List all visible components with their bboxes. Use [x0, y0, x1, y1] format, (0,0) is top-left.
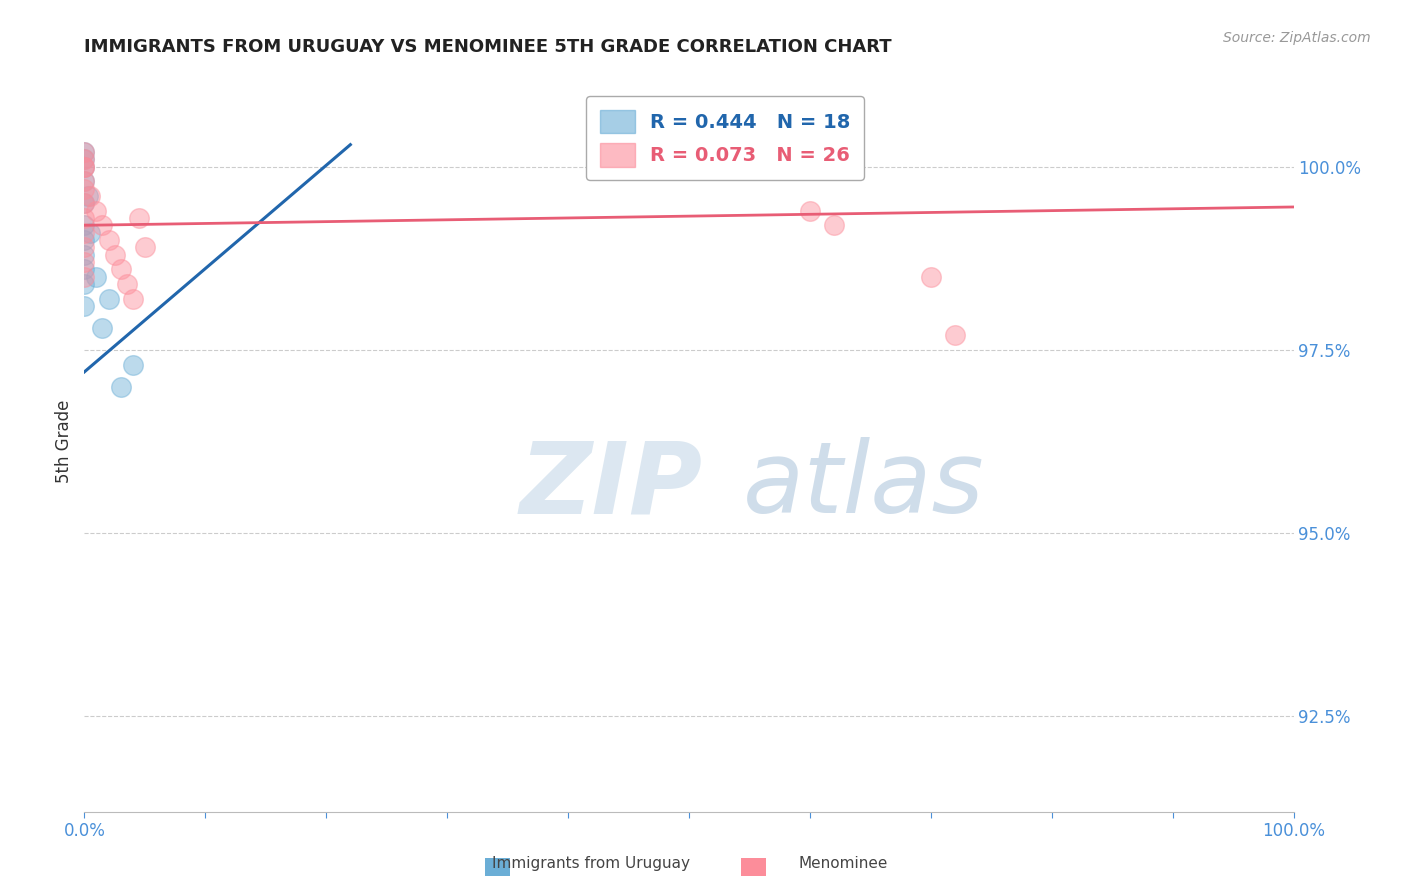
Point: [79, 226, 101, 240]
Point: [77, 189, 100, 203]
Point: [73, 145, 96, 159]
Point: [73, 174, 96, 188]
Point: [799, 203, 821, 218]
Point: [73, 181, 96, 195]
Point: [110, 379, 132, 393]
Point: [73, 233, 96, 247]
Point: [73, 262, 96, 277]
Text: ZIP: ZIP: [520, 437, 703, 534]
Point: [73, 174, 96, 188]
Point: [91, 219, 114, 233]
Point: [121, 358, 143, 372]
Point: [97, 292, 120, 306]
Point: [73, 299, 96, 313]
Y-axis label: 5th Grade: 5th Grade: [55, 400, 73, 483]
Text: Source: ZipAtlas.com: Source: ZipAtlas.com: [1223, 31, 1371, 45]
Point: [73, 240, 96, 254]
Point: [73, 269, 96, 284]
Point: [73, 277, 96, 291]
Point: [134, 240, 156, 254]
Point: [86, 269, 108, 284]
Point: [920, 269, 942, 284]
Point: [86, 203, 108, 218]
Point: [110, 262, 132, 277]
Point: [73, 219, 96, 233]
Point: [115, 277, 138, 291]
Point: [73, 226, 96, 240]
Point: [73, 247, 96, 261]
Point: [73, 153, 96, 167]
Point: [91, 321, 114, 335]
Point: [73, 160, 96, 174]
Point: [73, 255, 96, 269]
Text: Immigrants from Uruguay: Immigrants from Uruguay: [492, 856, 689, 871]
Point: [73, 160, 96, 174]
Point: [73, 196, 96, 211]
Point: [121, 292, 143, 306]
Text: Menominee: Menominee: [799, 856, 889, 871]
Point: [79, 189, 101, 203]
Point: [128, 211, 150, 225]
Text: IMMIGRANTS FROM URUGUAY VS MENOMINEE 5TH GRADE CORRELATION CHART: IMMIGRANTS FROM URUGUAY VS MENOMINEE 5TH…: [84, 38, 891, 56]
Text: atlas: atlas: [744, 437, 986, 534]
Point: [104, 247, 127, 261]
Point: [823, 219, 845, 233]
Legend: R = 0.444   N = 18, R = 0.073   N = 26: R = 0.444 N = 18, R = 0.073 N = 26: [586, 95, 865, 180]
Point: [943, 328, 966, 343]
Point: [73, 211, 96, 225]
Point: [73, 153, 96, 167]
Point: [97, 233, 120, 247]
Point: [73, 145, 96, 159]
Point: [73, 196, 96, 211]
Point: [73, 160, 96, 174]
